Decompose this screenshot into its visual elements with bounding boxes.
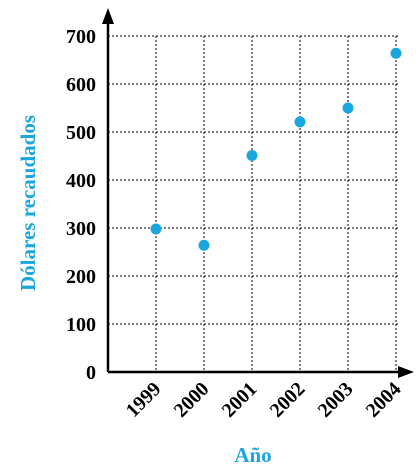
data-point bbox=[390, 47, 402, 59]
x-tick-label: 1999 bbox=[122, 378, 166, 422]
data-point bbox=[150, 223, 162, 235]
data-point bbox=[294, 116, 306, 128]
data-point bbox=[198, 239, 210, 251]
y-tick-labels: 0 100 200 300 400 500 600 700 bbox=[66, 26, 96, 384]
x-tick-label: 2001 bbox=[218, 378, 262, 422]
x-tick-label: 2002 bbox=[266, 378, 310, 422]
y-tick-label: 400 bbox=[66, 170, 96, 192]
y-tick-label: 100 bbox=[66, 314, 96, 336]
x-tick-labels: 1999 2000 2001 2002 2003 2004 bbox=[122, 378, 406, 422]
x-tick-label: 2004 bbox=[362, 378, 406, 422]
x-tick-label: 2000 bbox=[170, 378, 214, 422]
y-tick-label: 700 bbox=[66, 26, 96, 48]
y-tick-label: 200 bbox=[66, 266, 96, 288]
axes bbox=[102, 8, 414, 378]
data-point bbox=[246, 150, 258, 162]
data-points bbox=[150, 47, 402, 251]
x-axis-arrow bbox=[398, 366, 414, 378]
data-point bbox=[342, 102, 354, 114]
y-tick-label: 600 bbox=[66, 74, 96, 96]
y-tick-label: 500 bbox=[66, 122, 96, 144]
y-axis-title: Dólares recaudados bbox=[16, 115, 40, 291]
x-tick-label: 2003 bbox=[314, 378, 358, 422]
y-tick-label: 300 bbox=[66, 218, 96, 240]
x-axis-title: Año bbox=[234, 443, 271, 467]
y-tick-label: 0 bbox=[86, 362, 96, 384]
y-axis-arrow bbox=[102, 8, 114, 24]
grid bbox=[108, 35, 400, 372]
